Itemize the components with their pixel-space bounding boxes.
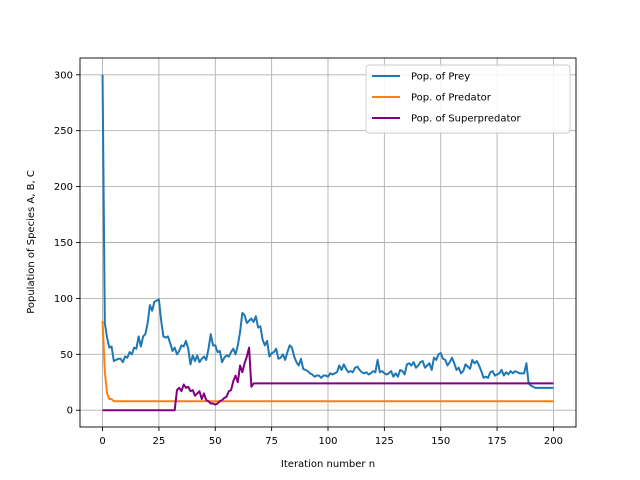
- x-tick-label: 0: [99, 436, 105, 447]
- y-tick-label: 250: [54, 126, 73, 137]
- y-tick-label: 100: [54, 294, 73, 305]
- legend: Pop. of Prey Pop. of Predator Pop. of Supe…: [365, 64, 571, 134]
- series-line-pop-of-prey: [101, 74, 554, 389]
- x-axis: 0 25 50 75 100 125 150 175 200: [99, 427, 563, 447]
- x-tick-label: 100: [318, 436, 337, 447]
- x-tick-label: 125: [375, 436, 394, 447]
- x-tick-label: 175: [488, 436, 507, 447]
- x-tick-label: 75: [265, 436, 278, 447]
- y-tick-label: 200: [54, 182, 73, 193]
- x-tick-label: 25: [153, 436, 166, 447]
- x-tick-label: 200: [544, 436, 563, 447]
- x-tick-label: 150: [431, 436, 450, 447]
- x-axis-label: Iteration number n: [281, 459, 375, 470]
- legend-label: Pop. of Superpredator: [411, 114, 522, 125]
- legend-label: Pop. of Predator: [411, 93, 492, 104]
- y-axis: 0 50 100 150 200 250 300: [54, 70, 80, 417]
- series-lines: [101, 74, 554, 412]
- x-tick-label: 50: [209, 436, 222, 447]
- legend-label: Pop. of Prey: [411, 72, 470, 83]
- series-line-pop-of-predator: [101, 320, 554, 403]
- y-tick-label: 300: [54, 70, 73, 81]
- y-axis-label: Population of Species A, B, C: [26, 170, 37, 314]
- y-tick-label: 150: [54, 238, 73, 249]
- y-tick-label: 50: [60, 350, 73, 361]
- y-tick-label: 0: [67, 406, 73, 417]
- legend-box: [365, 64, 571, 134]
- series-line-pop-of-superpredator: [102, 346, 554, 412]
